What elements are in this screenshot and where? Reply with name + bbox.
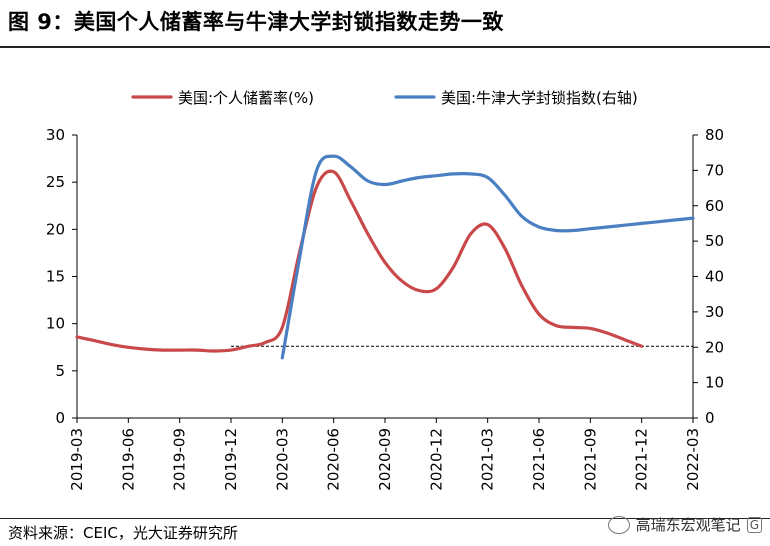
left-tick-label: 20 (46, 220, 65, 238)
x-tick-label: 2019-03 (68, 428, 86, 491)
x-tick-label: 2019-12 (222, 428, 240, 491)
x-tick-label: 2021-03 (479, 428, 497, 491)
right-tick-label: 30 (705, 303, 724, 321)
figure-title: 图 9：美国个人储蓄率与牛津大学封锁指数走势一致 (8, 10, 504, 34)
x-tick-label: 2020-03 (273, 428, 291, 491)
right-tick-label: 80 (705, 126, 724, 144)
x-tick-label: 2020-06 (325, 428, 343, 491)
right-tick-label: 50 (705, 232, 724, 250)
source-note: 资料来源：CEIC，光大证券研究所 (8, 524, 238, 542)
left-tick-label: 30 (46, 126, 65, 144)
legend: 美国:个人储蓄率(%) 美国:牛津大学封锁指数(右轴) (131, 89, 638, 107)
x-tick-label: 2019-06 (119, 428, 137, 491)
lines (75, 154, 695, 360)
x-tick-label: 2020-12 (427, 428, 445, 491)
x-tick-label: 2019-09 (171, 428, 189, 491)
right-tick-label: 40 (705, 268, 724, 286)
axes: 0 5 10 15 20 25 30 0 10 20 30 40 50 60 70 80 2019-03 2019… (46, 126, 724, 491)
x-tick-label: 2021-09 (581, 428, 599, 491)
x-tick-label: 2021-06 (530, 428, 548, 491)
series-line-2 (280, 154, 695, 360)
right-tick-label: 20 (705, 338, 724, 356)
bottom-rule (0, 518, 770, 519)
right-tick-label: 0 (705, 409, 715, 427)
legend-label-2: 美国:牛津大学封锁指数(右轴) (441, 89, 638, 107)
series-line-1 (75, 169, 644, 353)
watermark: 高瑞东宏观笔记 G (607, 514, 762, 535)
right-tick-label: 70 (705, 161, 724, 179)
x-tick-label: 2021-12 (633, 428, 651, 491)
right-tick-label: 10 (705, 374, 724, 392)
left-tick-label: 15 (46, 268, 65, 286)
x-tick-label: 2020-09 (376, 428, 394, 491)
left-tick-label: 10 (46, 315, 65, 333)
left-tick-label: 25 (46, 173, 65, 191)
left-tick-label: 5 (55, 362, 65, 380)
top-rule (0, 46, 770, 48)
left-tick-label: 0 (55, 409, 65, 427)
gelonghui-logo: G (746, 516, 762, 533)
legend-label-1: 美国:个人储蓄率(%) (178, 89, 314, 107)
right-tick-label: 60 (705, 197, 724, 215)
watermark-text: 高瑞东宏观笔记 (635, 516, 741, 534)
x-tick-label: 2022-03 (684, 428, 702, 491)
wechat-icon (607, 515, 630, 534)
